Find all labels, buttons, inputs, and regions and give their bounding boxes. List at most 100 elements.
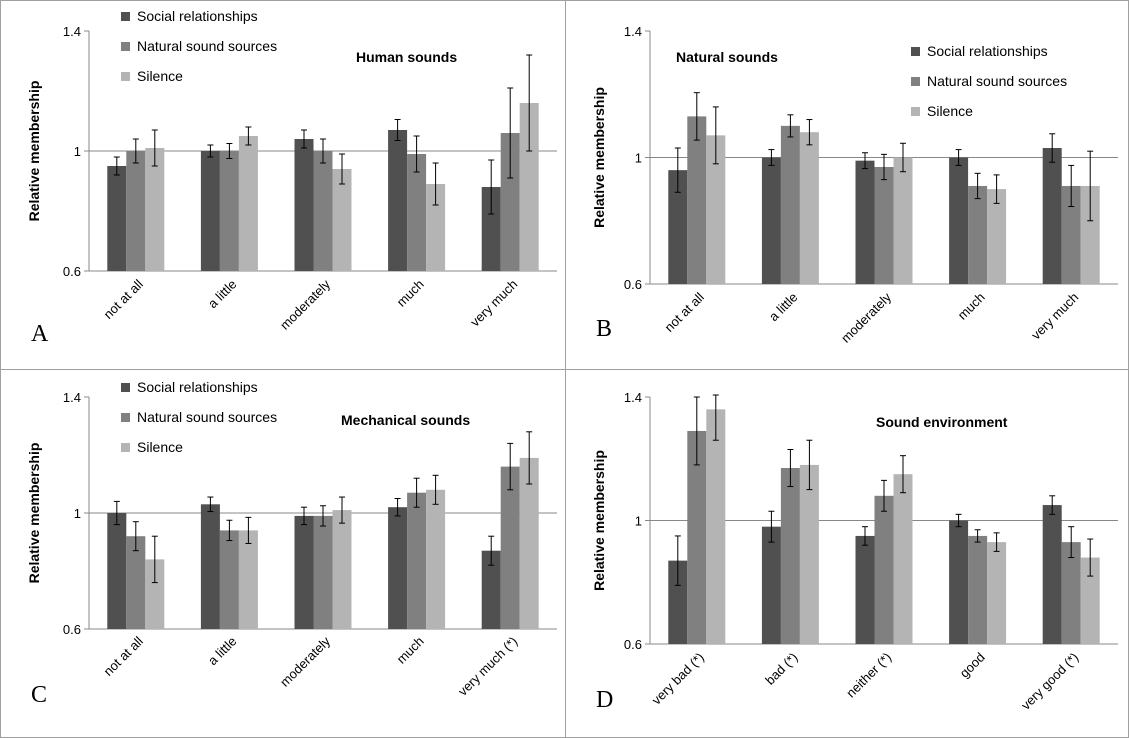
legend-swatch: [121, 12, 130, 21]
x-tick-label: very much: [467, 277, 520, 330]
x-tick-label: bad (*): [762, 650, 800, 688]
bar: [313, 515, 333, 629]
bar: [426, 184, 446, 271]
bar: [706, 135, 726, 284]
bar: [1061, 542, 1081, 644]
chart-title: Mechanical sounds: [341, 412, 470, 428]
bar: [1080, 185, 1100, 284]
bar: [761, 526, 781, 644]
bar: [1042, 505, 1062, 644]
x-tick-label: moderately: [277, 633, 333, 689]
x-tick-label: not at all: [101, 633, 146, 678]
bar: [780, 125, 800, 284]
y-tick-label: 1: [635, 151, 642, 166]
bar: [145, 559, 165, 629]
bar: [706, 409, 726, 644]
bar: [500, 466, 520, 629]
bar: [799, 464, 819, 644]
legend-label: Social relationships: [137, 379, 258, 395]
bar: [987, 189, 1007, 284]
y-tick-label: 1.4: [624, 24, 642, 39]
legend-label: Social relationships: [927, 43, 1048, 59]
bar: [519, 457, 539, 629]
bar: [780, 468, 800, 644]
x-tick-label: very much: [1028, 290, 1081, 343]
legend-label: Silence: [927, 103, 973, 119]
bar: [238, 530, 258, 629]
panel-label: A: [31, 321, 49, 347]
bar: [313, 151, 333, 271]
bar: [949, 520, 969, 644]
x-tick-label: moderately: [838, 289, 894, 345]
x-tick-label: very much (*): [455, 634, 520, 699]
bar: [126, 536, 146, 629]
legend-label: Natural sound sources: [137, 38, 277, 54]
bar: [481, 187, 501, 271]
bar: [968, 535, 988, 644]
x-tick-label: not at all: [101, 276, 146, 321]
bar: [332, 169, 352, 271]
legend-swatch: [911, 77, 920, 86]
y-axis-label: Relative membership: [591, 87, 607, 228]
legend-label: Natural sound sources: [137, 409, 277, 425]
bar: [519, 103, 539, 271]
chart-human-sounds: 0.6 1 1.4 Relative membership not at all a li…: [26, 8, 557, 347]
bar: [1080, 557, 1100, 644]
chart-title: Human sounds: [356, 49, 457, 65]
legend-label: Natural sound sources: [927, 73, 1067, 89]
y-tick-label: 0.6: [63, 622, 81, 637]
x-tick-label: neither (*): [843, 650, 894, 701]
legend-swatch: [121, 443, 130, 452]
bar: [968, 185, 988, 284]
bar: [949, 157, 969, 284]
panel-label: B: [596, 316, 612, 342]
legend-swatch: [121, 413, 130, 422]
y-tick-label: 1: [74, 144, 81, 159]
x-tick-label: very bad (*): [649, 650, 707, 708]
legend-swatch: [121, 72, 130, 81]
legend-swatch: [911, 47, 920, 56]
chart-natural-sounds: 0.6 1 1.4 Relative membership not at all a li…: [591, 24, 1118, 346]
bar: [294, 515, 314, 629]
legend-swatch: [121, 383, 130, 392]
bar: [107, 166, 127, 271]
bar: [481, 550, 501, 629]
bar: [874, 495, 894, 644]
y-tick-label: 1: [74, 506, 81, 521]
bar: [874, 166, 894, 284]
x-tick-label: good: [957, 650, 988, 681]
bar: [407, 492, 427, 629]
x-tick-label: much: [394, 277, 427, 310]
chart-mechanical-sounds: 0.6 1 1.4 Relative membership not at all a li…: [26, 379, 557, 708]
y-tick-label: 1: [635, 514, 642, 529]
bar: [799, 132, 819, 284]
chart-sound-environment: 0.6 1 1.4 Relative membership very bad (*) ba…: [591, 390, 1118, 713]
bar: [668, 170, 688, 284]
legend-label: Silence: [137, 68, 183, 84]
bar: [294, 139, 314, 271]
y-axis-label: Relative membership: [591, 450, 607, 591]
bar: [107, 513, 127, 629]
y-tick-label: 0.6: [63, 264, 81, 279]
y-tick-label: 0.6: [624, 637, 642, 652]
legend-swatch: [121, 42, 130, 51]
bar: [687, 430, 707, 644]
bar: [855, 160, 875, 284]
bar: [668, 560, 688, 644]
bar: [388, 507, 408, 629]
legend-label: Silence: [137, 439, 183, 455]
x-tick-label: moderately: [277, 276, 333, 332]
bar: [500, 133, 520, 271]
bar: [687, 116, 707, 284]
x-tick-label: a little: [205, 634, 240, 669]
bar: [200, 151, 220, 271]
panel-label: C: [31, 682, 47, 708]
bar: [761, 157, 781, 284]
bar: [893, 157, 913, 284]
panel-label: D: [596, 687, 613, 713]
bar: [855, 535, 875, 644]
x-tick-label: a little: [766, 290, 801, 325]
legend-swatch: [911, 107, 920, 116]
y-tick-label: 1.4: [624, 390, 642, 405]
bar: [893, 474, 913, 644]
